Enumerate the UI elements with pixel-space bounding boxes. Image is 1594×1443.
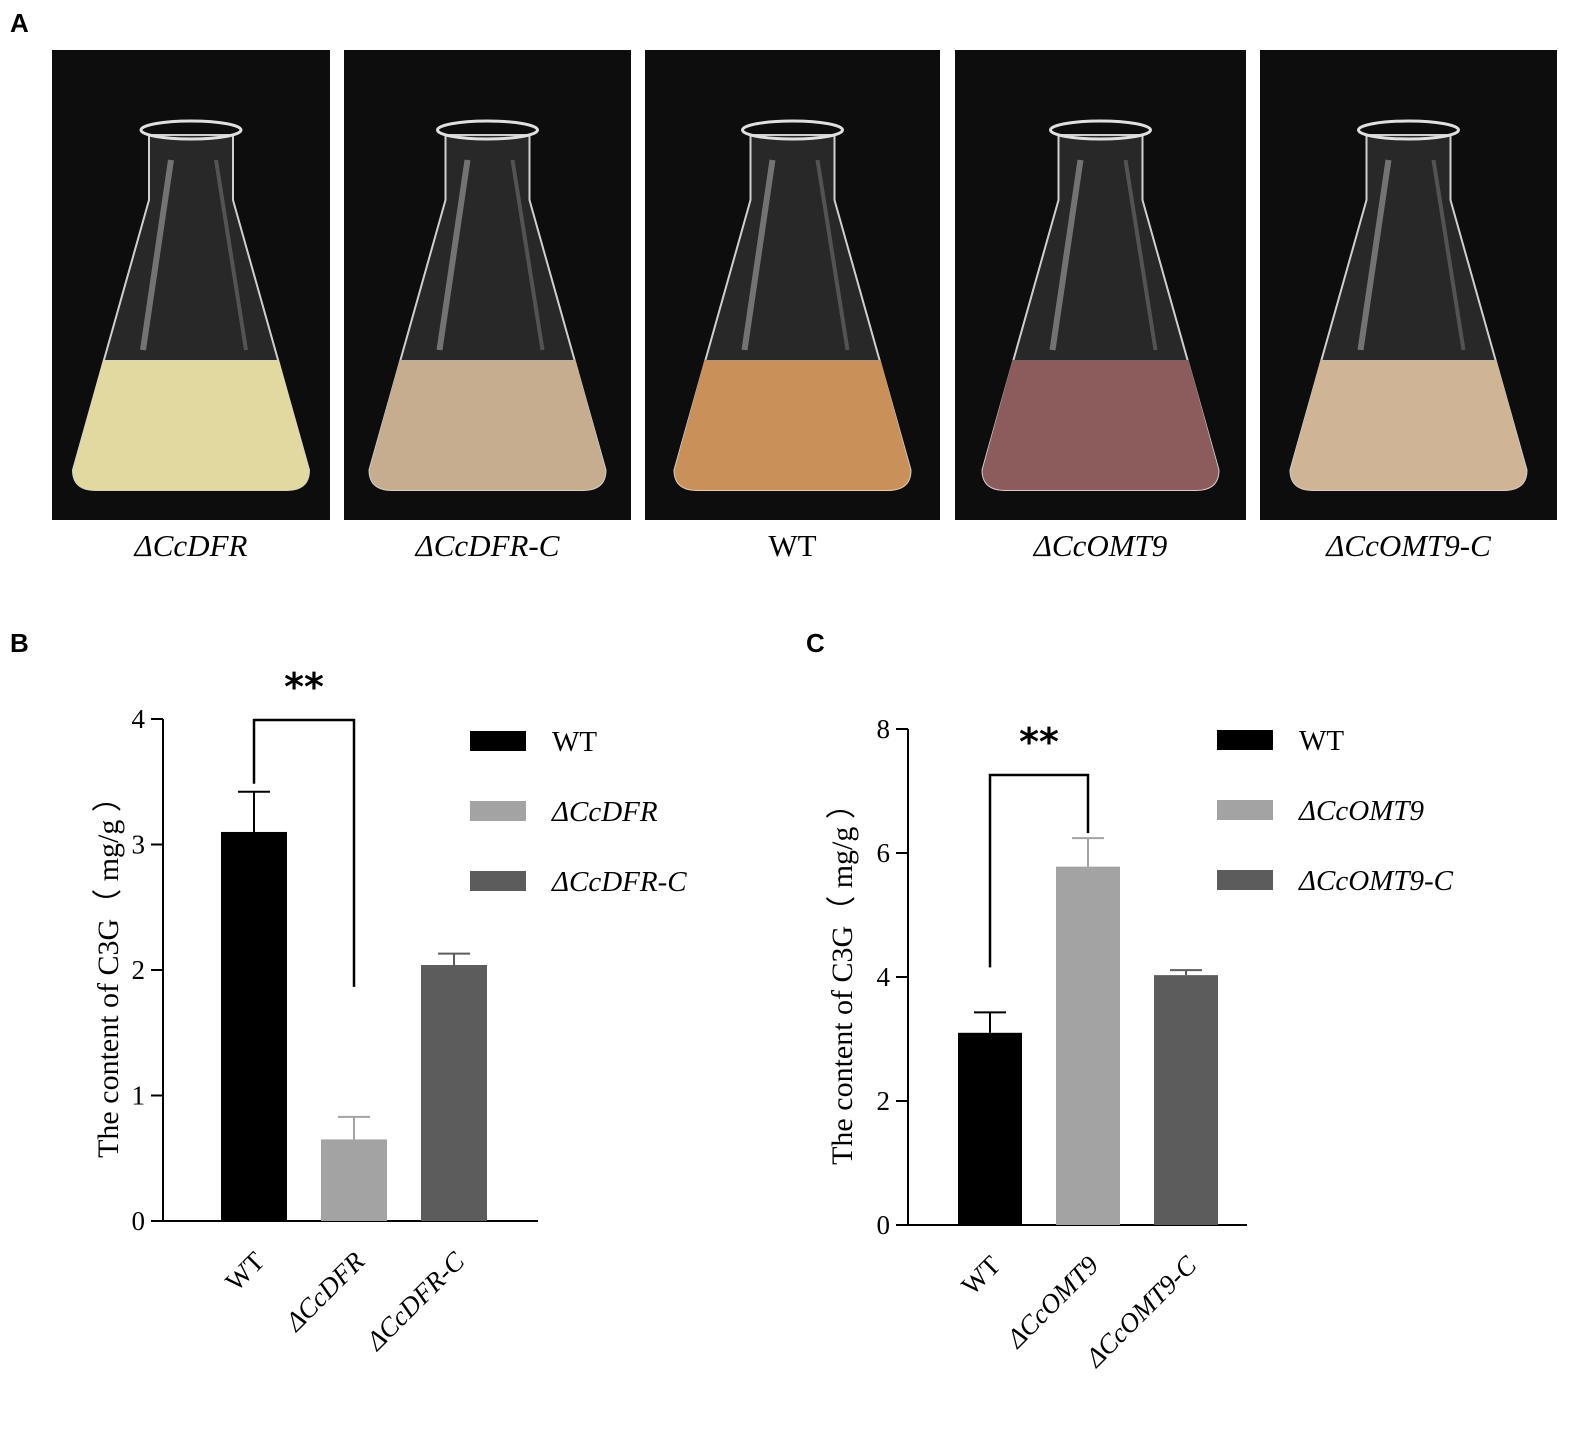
flask-photo — [645, 50, 940, 520]
significance-label: ** — [1019, 720, 1059, 764]
legend-label: ΔCcDFR — [551, 796, 658, 828]
x-tick-label: WT — [219, 1246, 270, 1297]
flask-caption: ΔCcDFR — [134, 528, 248, 563]
legend-swatch — [470, 801, 526, 821]
bar — [1154, 975, 1218, 1225]
bar — [321, 1139, 387, 1221]
bar — [1056, 866, 1120, 1225]
flask-caption: WT — [768, 528, 817, 563]
y-axis-title: The content of C3G（ mg/g ） — [92, 782, 125, 1158]
legend-label: ΔCcDFR-C — [551, 866, 687, 898]
legend-label: ΔCcOMT9-C — [1298, 865, 1454, 897]
bar — [221, 831, 287, 1221]
significance-bracket — [252, 718, 356, 987]
y-tick-label: 2 — [877, 1086, 891, 1116]
y-tick-label: 4 — [877, 962, 891, 992]
y-tick-label: 8 — [877, 714, 891, 744]
y-tick-label: 4 — [132, 704, 146, 734]
y-tick-label: 0 — [877, 1210, 891, 1240]
flask-photo — [955, 50, 1246, 520]
y-tick-label: 0 — [132, 1206, 146, 1236]
legend-swatch — [1217, 800, 1273, 820]
legend-label: WT — [1299, 725, 1344, 757]
flask-photo — [344, 50, 631, 520]
flask-photo — [52, 50, 330, 520]
x-tick-label: ΔCcDFR-C — [360, 1245, 471, 1356]
flask-caption: ΔCcOMT9 — [1033, 528, 1168, 563]
y-axis-title: The content of C3G（ mg/g ） — [826, 789, 859, 1165]
bar — [958, 1032, 1022, 1225]
legend-label: ΔCcOMT9 — [1298, 795, 1424, 827]
significance-label: ** — [284, 665, 324, 709]
y-tick-label: 3 — [132, 830, 146, 860]
legend-swatch — [1217, 870, 1273, 890]
x-tick-label: ΔCcDFR — [279, 1246, 371, 1338]
legend-swatch — [470, 731, 526, 751]
panel-c-letter: C — [806, 628, 825, 658]
y-tick-label: 2 — [132, 955, 146, 985]
y-tick-label: 6 — [877, 838, 891, 868]
x-tick-label: ΔCcOMT9 — [1000, 1250, 1105, 1355]
flask-caption: ΔCcOMT9-C — [1326, 528, 1491, 563]
legend-swatch — [470, 871, 526, 891]
y-tick-label: 1 — [132, 1081, 146, 1111]
bar — [421, 964, 487, 1221]
x-tick-label: WT — [955, 1250, 1006, 1301]
legend-swatch — [1217, 730, 1273, 750]
panel-b-letter: B — [10, 628, 29, 658]
significance-bracket — [988, 773, 1090, 968]
flask-photo — [1260, 50, 1557, 520]
flask-caption: ΔCcDFR-C — [415, 528, 560, 563]
legend-label: WT — [552, 726, 597, 758]
panel-a-letter: A — [10, 8, 29, 38]
